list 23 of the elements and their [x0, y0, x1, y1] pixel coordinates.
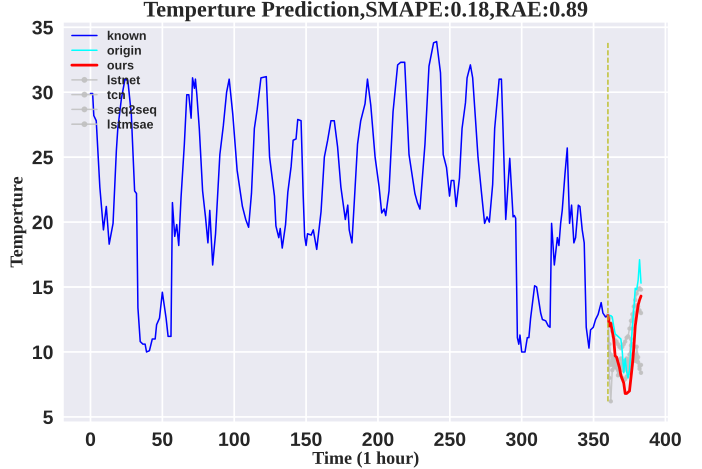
x-tick-label: 300: [506, 432, 538, 446]
y-tick-label: 20: [32, 216, 53, 230]
legend-label: lstnet: [108, 75, 140, 84]
x-tick-label: 400: [650, 432, 681, 446]
y-tick-label: 15: [33, 280, 53, 294]
y-tick-label: 30: [32, 86, 53, 100]
chart-title: Temperture Prediction,SMAPE:0.18,RAE:0.89: [144, 1, 588, 22]
x-tick-label: 250: [434, 432, 466, 446]
x-tick-label: 100: [219, 432, 250, 446]
x-tick-label: 50: [152, 432, 172, 446]
y-tick-label: 25: [32, 150, 53, 164]
x-tick-label: 350: [578, 432, 609, 446]
y-tick-label: 35: [32, 20, 53, 35]
legend-label: origin: [107, 46, 141, 58]
x-axis-title: Time (1 hour): [312, 451, 418, 468]
y-tick-label: 5: [43, 410, 53, 424]
x-tick-label: 200: [362, 432, 394, 446]
legend-label: known: [108, 30, 146, 40]
x-tick-label: 0: [86, 432, 96, 446]
y-tick-label: 10: [33, 345, 53, 360]
legend-label: ours: [107, 62, 134, 70]
y-axis-title: Temperture: [10, 176, 26, 268]
x-tick-label: 150: [291, 432, 322, 446]
